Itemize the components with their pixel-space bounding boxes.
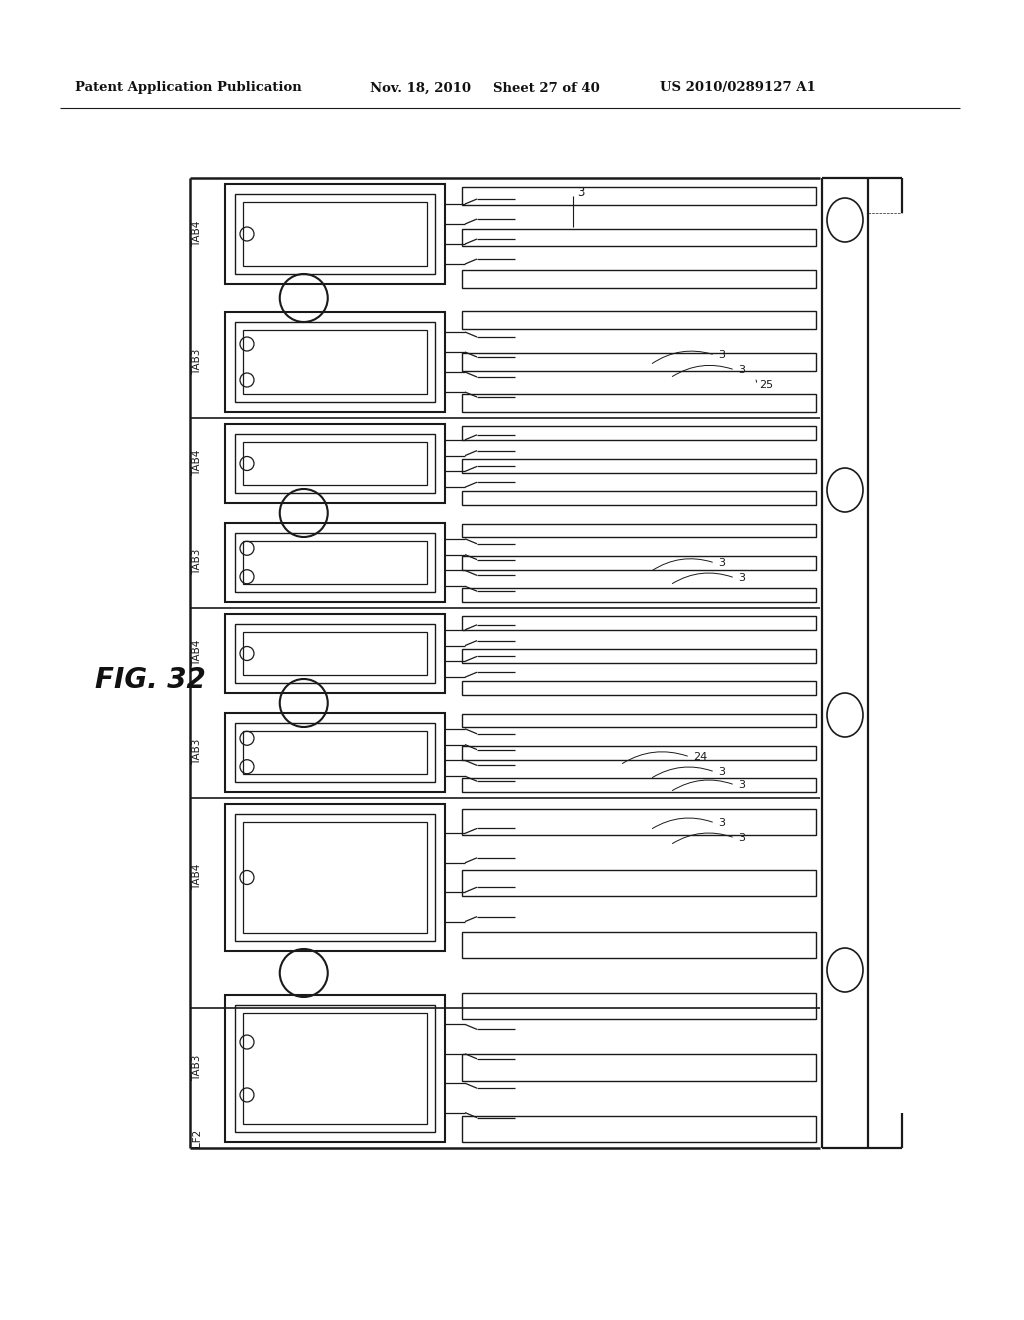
Text: TAB4: TAB4 bbox=[193, 220, 202, 247]
Text: US 2010/0289127 A1: US 2010/0289127 A1 bbox=[660, 82, 816, 95]
Bar bbox=[234, 624, 435, 682]
Text: TAB3: TAB3 bbox=[193, 739, 202, 766]
Bar bbox=[243, 1012, 427, 1125]
Bar bbox=[462, 1055, 816, 1081]
Bar bbox=[462, 932, 816, 957]
Text: 3: 3 bbox=[718, 818, 725, 828]
Bar bbox=[234, 533, 435, 591]
Bar bbox=[462, 228, 816, 247]
Bar bbox=[225, 614, 445, 693]
Text: 24: 24 bbox=[693, 752, 708, 762]
Text: TAB4: TAB4 bbox=[193, 450, 202, 477]
Text: 3: 3 bbox=[738, 573, 745, 583]
Bar bbox=[225, 804, 445, 950]
Text: Patent Application Publication: Patent Application Publication bbox=[75, 82, 302, 95]
Bar bbox=[225, 523, 445, 602]
Bar bbox=[462, 556, 816, 570]
Bar bbox=[462, 352, 816, 371]
Bar bbox=[462, 491, 816, 506]
Bar bbox=[243, 202, 427, 267]
Bar bbox=[225, 995, 445, 1142]
Bar bbox=[243, 442, 427, 484]
Bar bbox=[225, 183, 445, 284]
Bar bbox=[462, 187, 816, 205]
Bar bbox=[243, 822, 427, 933]
Bar bbox=[234, 1005, 435, 1133]
Text: 3: 3 bbox=[718, 767, 725, 777]
Text: TAB3: TAB3 bbox=[193, 549, 202, 576]
Bar bbox=[243, 632, 427, 675]
Text: 3: 3 bbox=[718, 558, 725, 568]
Text: Nov. 18, 2010: Nov. 18, 2010 bbox=[370, 82, 471, 95]
Bar bbox=[234, 194, 435, 275]
Bar bbox=[243, 731, 427, 774]
Bar bbox=[243, 541, 427, 583]
Bar bbox=[462, 524, 816, 537]
Bar bbox=[234, 322, 435, 403]
Bar bbox=[462, 616, 816, 630]
Text: TAB3: TAB3 bbox=[193, 348, 202, 375]
Bar bbox=[462, 779, 816, 792]
Bar bbox=[462, 395, 816, 412]
Bar bbox=[462, 426, 816, 440]
Text: 3: 3 bbox=[738, 366, 745, 375]
Bar bbox=[462, 271, 816, 288]
Text: TAB4: TAB4 bbox=[193, 640, 202, 667]
Bar bbox=[234, 723, 435, 781]
Bar bbox=[462, 809, 816, 834]
Bar bbox=[243, 330, 427, 393]
Text: LF2: LF2 bbox=[193, 1129, 202, 1147]
Bar bbox=[462, 993, 816, 1019]
Text: 3: 3 bbox=[738, 833, 745, 843]
Bar bbox=[462, 589, 816, 602]
Text: FIG. 32: FIG. 32 bbox=[95, 667, 206, 694]
Text: 3: 3 bbox=[738, 780, 745, 789]
Text: 3: 3 bbox=[577, 186, 585, 198]
Text: 25: 25 bbox=[759, 380, 773, 389]
Bar bbox=[225, 312, 445, 412]
Bar bbox=[462, 459, 816, 473]
Bar bbox=[225, 713, 445, 792]
Bar bbox=[462, 649, 816, 663]
Text: TAB4: TAB4 bbox=[193, 863, 202, 890]
Bar bbox=[462, 681, 816, 694]
Bar bbox=[462, 746, 816, 759]
Bar bbox=[462, 714, 816, 727]
Bar bbox=[462, 1115, 816, 1142]
Text: Sheet 27 of 40: Sheet 27 of 40 bbox=[493, 82, 600, 95]
Text: 3: 3 bbox=[718, 350, 725, 360]
Bar bbox=[225, 424, 445, 503]
Bar bbox=[462, 312, 816, 329]
Bar bbox=[234, 814, 435, 941]
Bar bbox=[234, 434, 435, 492]
Bar bbox=[462, 870, 816, 896]
Text: TAB3: TAB3 bbox=[193, 1055, 202, 1081]
